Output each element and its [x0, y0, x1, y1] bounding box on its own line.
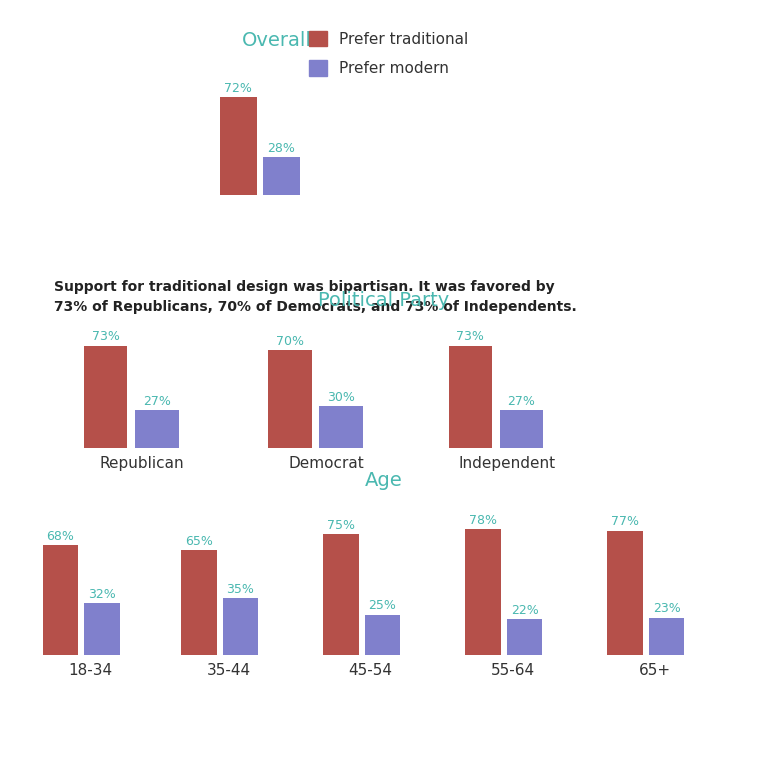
- Bar: [607, 531, 643, 655]
- Bar: [42, 545, 78, 655]
- Text: 35%: 35%: [227, 583, 254, 596]
- Text: Support for traditional design was bipartisan. It was favored by
73% of Republic: Support for traditional design was bipar…: [54, 280, 577, 314]
- Text: 22%: 22%: [511, 604, 538, 617]
- Bar: [465, 529, 501, 655]
- Bar: [319, 406, 363, 448]
- Text: 75%: 75%: [327, 519, 355, 532]
- Text: Age: Age: [365, 471, 403, 490]
- Text: 77%: 77%: [611, 516, 639, 529]
- Text: 68%: 68%: [47, 530, 74, 543]
- Bar: [135, 411, 179, 448]
- Bar: [223, 598, 258, 655]
- Text: 25%: 25%: [369, 599, 396, 612]
- Text: 73%: 73%: [456, 330, 485, 343]
- Text: 70%: 70%: [276, 335, 304, 348]
- Text: 28%: 28%: [267, 142, 295, 155]
- Text: 30%: 30%: [327, 391, 355, 404]
- Text: 65+: 65+: [639, 663, 670, 678]
- Bar: [268, 350, 312, 448]
- Text: 32%: 32%: [88, 588, 116, 601]
- Text: 73%: 73%: [91, 330, 120, 343]
- Text: 27%: 27%: [508, 395, 535, 408]
- Text: Democrat: Democrat: [289, 456, 364, 471]
- Bar: [84, 604, 120, 655]
- Bar: [449, 345, 492, 448]
- Text: Overall: Overall: [242, 31, 311, 50]
- Bar: [220, 97, 257, 195]
- Text: 23%: 23%: [653, 602, 680, 615]
- Text: Republican: Republican: [100, 456, 184, 471]
- Bar: [507, 620, 542, 655]
- Text: 18-34: 18-34: [68, 663, 112, 678]
- Text: Political Party: Political Party: [319, 291, 449, 310]
- Text: 45-54: 45-54: [349, 663, 392, 678]
- Text: 55-64: 55-64: [491, 663, 535, 678]
- Bar: [263, 157, 300, 195]
- Bar: [181, 550, 217, 655]
- Text: 78%: 78%: [469, 514, 497, 527]
- Bar: [84, 345, 127, 448]
- Bar: [323, 534, 359, 655]
- Text: 27%: 27%: [143, 395, 170, 408]
- Text: 65%: 65%: [185, 535, 213, 548]
- Bar: [649, 618, 684, 655]
- Legend: Prefer traditional, Prefer modern: Prefer traditional, Prefer modern: [309, 31, 468, 77]
- Text: 72%: 72%: [224, 82, 252, 95]
- Bar: [499, 411, 543, 448]
- Text: 35-44: 35-44: [207, 663, 250, 678]
- Text: Independent: Independent: [458, 456, 555, 471]
- Bar: [365, 614, 400, 655]
